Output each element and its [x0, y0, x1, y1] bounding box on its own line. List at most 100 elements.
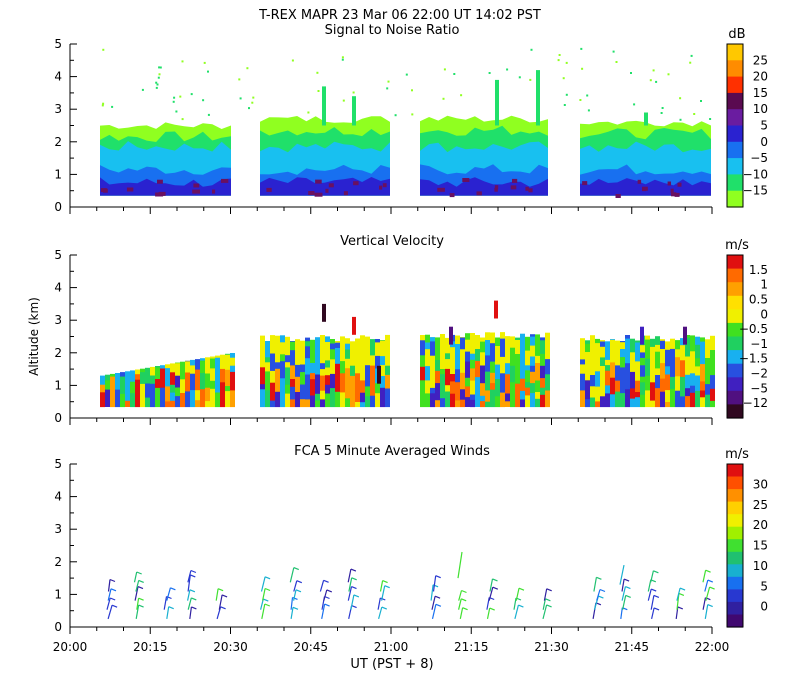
- velocity-cell: [630, 365, 635, 372]
- velocity-cell: [180, 392, 185, 408]
- wind-barb: [347, 586, 353, 601]
- y-tick-label: 0: [54, 411, 62, 425]
- snr-speck: [476, 191, 482, 196]
- velocity-cell: [645, 389, 650, 408]
- velocity-cell: [680, 344, 685, 361]
- velocity-cell: [500, 356, 505, 374]
- velocity-cell: [675, 340, 680, 350]
- velocity-cell: [505, 373, 510, 394]
- velocity-cell: [545, 340, 550, 354]
- wind-barb-flag: [111, 604, 118, 608]
- velocity-cell: [660, 340, 665, 349]
- wind-barb-flag: [679, 587, 686, 591]
- velocity-cell: [385, 374, 390, 389]
- velocity-cell: [700, 337, 705, 342]
- colorbar-swatch: [727, 125, 743, 143]
- wind-barb: [430, 584, 434, 601]
- velocity-cell: [170, 371, 175, 385]
- velocity-cell: [345, 338, 350, 344]
- velocity-cell: [650, 352, 655, 370]
- velocity-cell: [385, 365, 390, 375]
- velocity-cell: [590, 374, 595, 387]
- wind-barb: [189, 606, 192, 619]
- velocity-cell: [305, 374, 310, 381]
- velocity-cell: [535, 334, 540, 337]
- x-tick-label: 20:45: [293, 640, 328, 654]
- velocity-cell: [130, 370, 135, 382]
- snr-speck: [328, 183, 334, 188]
- velocity-cell: [145, 371, 150, 384]
- velocity-cell: [485, 389, 490, 402]
- velocity-cell: [185, 360, 190, 362]
- velocity-cell: [635, 342, 640, 362]
- velocity-cell: [605, 384, 610, 394]
- velocity-cell: [330, 339, 335, 344]
- velocity-cell: [270, 370, 275, 383]
- velocity-cell: [505, 393, 510, 402]
- velocity-cell: [320, 375, 325, 391]
- velocity-cell: [545, 353, 550, 360]
- velocity-cell: [280, 335, 285, 343]
- velocity-cell: [210, 367, 215, 381]
- y-tick-label: 2: [54, 346, 62, 360]
- velocity-cell: [135, 369, 140, 375]
- snr-point: [693, 113, 696, 115]
- velocity-cell: [220, 354, 225, 364]
- velocity-cell: [435, 337, 440, 355]
- snr-point: [530, 48, 533, 51]
- snr-point: [630, 72, 632, 74]
- velocity-cell: [285, 366, 290, 385]
- wind-barb-flag: [546, 604, 552, 608]
- velocity-cell: [435, 399, 440, 408]
- velocity-cell: [630, 387, 635, 399]
- wind-barb-flag: [351, 577, 357, 581]
- wind-barb-flag: [705, 569, 711, 573]
- velocity-cell: [580, 348, 585, 360]
- velocity-cell: [535, 335, 540, 345]
- velocity-cell: [140, 371, 145, 384]
- wind-barb-flag: [351, 586, 357, 590]
- velocity-cell: [695, 344, 700, 359]
- velocity-cell: [180, 361, 185, 366]
- snr-point: [581, 67, 584, 70]
- wind-barb: [514, 604, 519, 620]
- wind-barb: [486, 607, 491, 620]
- velocity-cell: [625, 354, 630, 364]
- velocity-cell: [440, 368, 445, 375]
- velocity-cell: [165, 386, 170, 402]
- velocity-cell: [530, 345, 535, 357]
- velocity-cell: [315, 374, 320, 394]
- velocity-cell: [265, 371, 270, 391]
- velocity-cell: [280, 390, 285, 408]
- velocity-cell: [300, 384, 305, 400]
- velocity-cell: [510, 336, 515, 348]
- velocity-cell: [465, 351, 470, 362]
- velocity-cell: [155, 387, 160, 394]
- velocity-cell: [615, 391, 620, 408]
- velocity-cell: [220, 368, 225, 383]
- velocity-cell: [445, 368, 450, 386]
- snr-speck: [212, 189, 216, 194]
- snr-point: [111, 105, 114, 108]
- wind-barb-flag: [264, 576, 271, 580]
- colorbar-unit: dB: [728, 27, 745, 42]
- colorbar-label: 10: [753, 102, 768, 116]
- y-tick-label: 5: [54, 248, 62, 262]
- velocity-cell: [495, 337, 500, 346]
- velocity-cell: [535, 398, 540, 408]
- velocity-cell: [385, 334, 390, 347]
- velocity-cell: [600, 346, 605, 358]
- velocity-cell: [520, 399, 525, 408]
- snr-point: [207, 113, 210, 116]
- velocity-cell: [465, 396, 470, 407]
- wind-barb-flag: [461, 589, 467, 594]
- velocity-cell: [230, 357, 235, 366]
- velocity-block: [420, 332, 550, 408]
- velocity-cell: [585, 343, 590, 352]
- velocity-cell: [660, 362, 665, 379]
- velocity-cell: [650, 400, 655, 408]
- wind-barb-flag: [462, 607, 468, 611]
- velocity-cell: [605, 392, 610, 408]
- velocity-cell: [185, 390, 190, 408]
- velocity-cell: [595, 370, 600, 387]
